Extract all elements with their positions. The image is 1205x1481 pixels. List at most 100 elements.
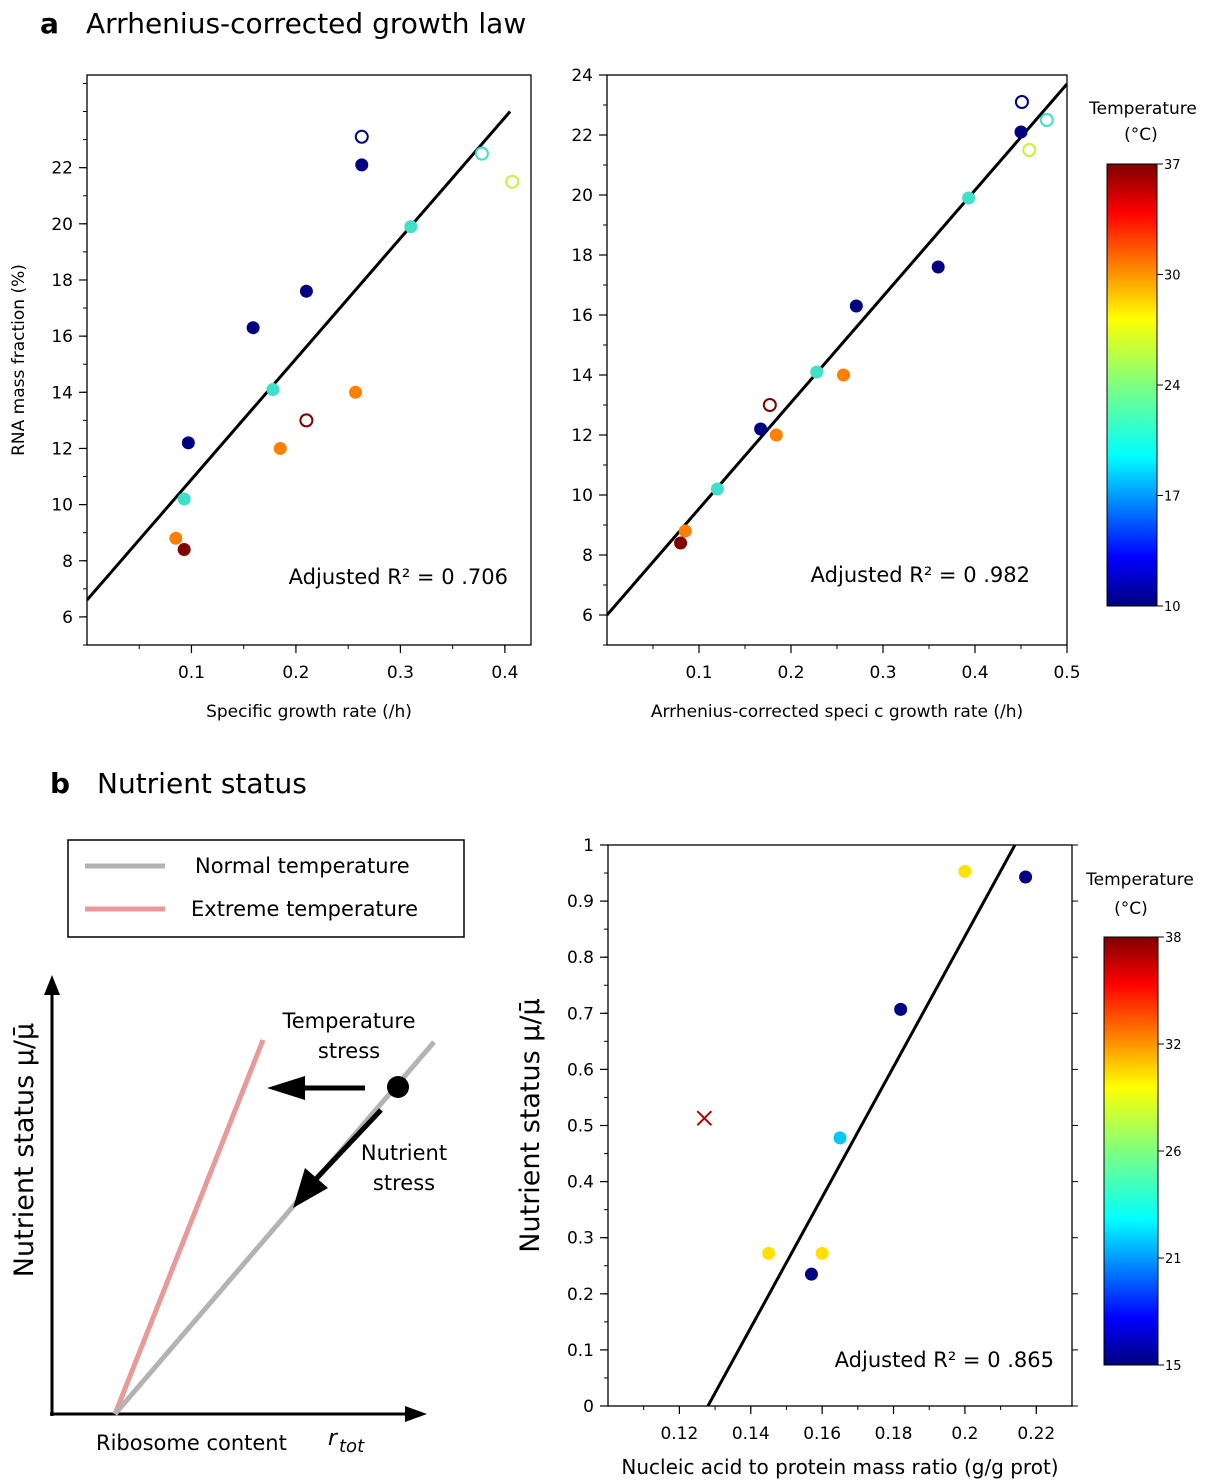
temperature-stress-label: Temperature (281, 1009, 415, 1033)
y-tick-label: 6 (62, 608, 73, 628)
nutrient-stress-arrowhead (293, 1168, 328, 1208)
data-point (348, 385, 362, 399)
x-tick-label: 0.18 (875, 1424, 913, 1444)
r-squared-annotation: Adjusted R² = 0 .865 (835, 1348, 1054, 1372)
data-point (678, 524, 692, 538)
data-point (769, 428, 783, 442)
y-tick-label: 18 (51, 271, 73, 291)
data-point-open (505, 174, 520, 189)
data-point (762, 1246, 776, 1260)
colorbar-top-title: Temperature (1088, 99, 1197, 119)
data-point (754, 422, 768, 436)
nutrient-stress-arrow (313, 1108, 383, 1182)
plot-frame (606, 74, 1068, 646)
data-point-open (1039, 113, 1054, 127)
y-tick-label: 24 (571, 66, 593, 86)
data-point (1019, 870, 1033, 884)
r-squared-annotation: Adjusted R² = 0 .982 (811, 563, 1030, 587)
x-tick-label: 0.4 (961, 663, 988, 683)
temperature-stress-label-2: stress (318, 1039, 380, 1063)
x-tick-label: 0.3 (869, 663, 896, 683)
data-point (958, 864, 972, 878)
data-point (181, 436, 195, 450)
data-point-open (474, 146, 489, 161)
data-point (273, 441, 287, 455)
data-point-open (1014, 95, 1029, 109)
colorbar-bottom-unit: (°C) (1114, 899, 1148, 919)
panel-a-title: Arrhenius-corrected growth law (86, 7, 526, 40)
x-tick-label: 0.16 (803, 1424, 841, 1444)
y-tick-label: 12 (51, 439, 73, 459)
y-axis-label: Nutrient status μ/μ̄ (515, 998, 546, 1252)
y-tick-label: 16 (51, 327, 73, 347)
normal-temperature-line (113, 1040, 436, 1416)
data-point (177, 492, 191, 506)
data-point-open (299, 413, 314, 428)
colorbar-tick-label: 32 (1165, 1038, 1182, 1053)
y-tick-label: 0.1 (567, 1341, 594, 1361)
y-tick-label: 0.9 (567, 892, 594, 912)
y-tick-label: 12 (571, 426, 593, 446)
data-point (1014, 125, 1028, 139)
x-tick-label: 0.14 (732, 1424, 770, 1444)
x-axis-label: Arrhenius-corrected speci c growth rate … (651, 702, 1023, 722)
x-tick-label: 0.2 (951, 1424, 978, 1444)
y-tick-label: 10 (571, 486, 593, 506)
y-tick-label: 22 (571, 126, 593, 146)
y-tick-label: 0.8 (567, 948, 594, 968)
cross-stroke (696, 1110, 713, 1126)
data-point (355, 158, 369, 172)
data-point (931, 260, 945, 274)
x-axis-label: Nucleic acid to protein mass ratio (g/g … (621, 1455, 1058, 1479)
extreme-temperature-line (112, 1039, 266, 1415)
data-point-cross (696, 1110, 713, 1126)
plot-frame (607, 844, 1073, 1407)
colorbar-top-gradient (1106, 163, 1158, 607)
colorbar-tick-label: 30 (1164, 269, 1181, 284)
y-tick-label: 20 (571, 186, 593, 206)
x-tick-label: 0.2 (777, 663, 804, 683)
temperature-stress-arrowhead (267, 1076, 305, 1100)
x-axis-label: Specific growth rate (/h) (206, 702, 412, 722)
data-point (810, 365, 824, 379)
panel-b-letter: b (50, 767, 70, 800)
chart-rna-vs-corrected-growth-rate: 0.1 0.2 0.3 0.4 0.5 6 8 10 12 14 16 18 20 22 24 Arrheni… (571, 66, 1080, 722)
y-tick-label: 0 (583, 1397, 594, 1417)
y-tick-label: 8 (582, 546, 593, 566)
data-point (836, 368, 850, 382)
y-tick-label: 0.5 (567, 1117, 594, 1137)
data-point (710, 482, 724, 496)
data-point (962, 191, 976, 205)
data-point (177, 543, 191, 557)
data-point (833, 1131, 847, 1145)
nutrient-stress-label-2: stress (373, 1171, 435, 1195)
y-tick-label: 10 (51, 496, 73, 516)
colorbar-tick-label: 15 (1165, 1359, 1182, 1374)
schematic-diagram: Normal temperature Extreme temperature N… (9, 839, 465, 1457)
data-point (169, 531, 183, 545)
r-squared-annotation: Adjusted R² = 0 .706 (289, 565, 508, 589)
y-tick-label: 0.4 (567, 1173, 594, 1193)
colorbar-bottom: Temperature (°C) 38 32 26 21 15 (1085, 870, 1194, 1374)
legend-normal-label: Normal temperature (195, 854, 410, 878)
colorbar-top: Temperature (°C) 37 30 24 17 10 (1088, 99, 1197, 615)
data-point (299, 284, 313, 298)
colorbar-tick-label: 37 (1164, 158, 1181, 173)
panel-b-title: Nutrient status (97, 767, 307, 800)
schematic-y-axis-arrowhead (44, 975, 60, 995)
y-tick-label: 14 (51, 383, 73, 403)
data-point (894, 1002, 908, 1016)
schematic-legend-box (67, 839, 465, 938)
data-point (804, 1267, 818, 1281)
colorbar-tick-label: 24 (1164, 379, 1181, 394)
y-tick-label: 0.6 (567, 1060, 594, 1080)
y-tick-label: 16 (571, 306, 593, 326)
x-tick-label: 0.4 (491, 663, 518, 683)
plot-frame (86, 74, 532, 646)
y-tick-label: 6 (582, 606, 593, 626)
colorbar-tick-label: 10 (1164, 600, 1181, 615)
fit-line (706, 845, 1017, 1406)
data-point (674, 536, 688, 550)
y-tick-label: 20 (51, 215, 73, 235)
